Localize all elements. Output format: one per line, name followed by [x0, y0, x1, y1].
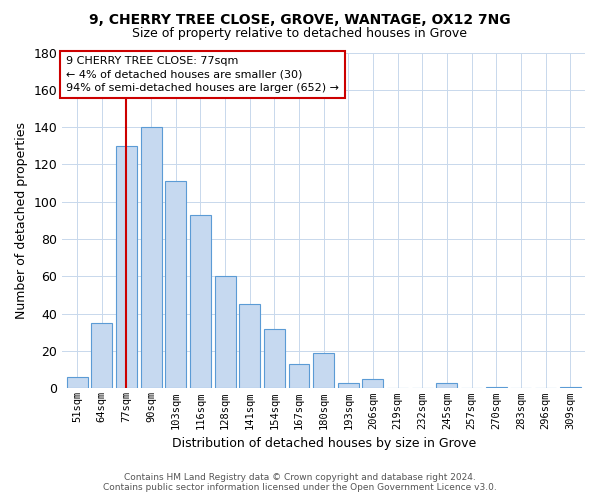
- Y-axis label: Number of detached properties: Number of detached properties: [15, 122, 28, 319]
- Bar: [91, 323, 112, 388]
- Bar: [264, 328, 285, 388]
- Bar: [239, 304, 260, 388]
- X-axis label: Distribution of detached houses by size in Grove: Distribution of detached houses by size …: [172, 437, 476, 450]
- Bar: [67, 377, 88, 388]
- Text: 9, CHERRY TREE CLOSE, GROVE, WANTAGE, OX12 7NG: 9, CHERRY TREE CLOSE, GROVE, WANTAGE, OX…: [89, 12, 511, 26]
- Bar: [436, 383, 457, 388]
- Bar: [338, 383, 359, 388]
- Text: Size of property relative to detached houses in Grove: Size of property relative to detached ho…: [133, 28, 467, 40]
- Bar: [289, 364, 310, 388]
- Text: Contains HM Land Registry data © Crown copyright and database right 2024.
Contai: Contains HM Land Registry data © Crown c…: [103, 473, 497, 492]
- Bar: [190, 215, 211, 388]
- Bar: [313, 353, 334, 388]
- Bar: [215, 276, 236, 388]
- Text: 9 CHERRY TREE CLOSE: 77sqm
← 4% of detached houses are smaller (30)
94% of semi-: 9 CHERRY TREE CLOSE: 77sqm ← 4% of detac…: [66, 56, 339, 92]
- Bar: [362, 379, 383, 388]
- Bar: [140, 127, 161, 388]
- Bar: [116, 146, 137, 388]
- Bar: [486, 386, 507, 388]
- Bar: [165, 182, 186, 388]
- Bar: [560, 386, 581, 388]
